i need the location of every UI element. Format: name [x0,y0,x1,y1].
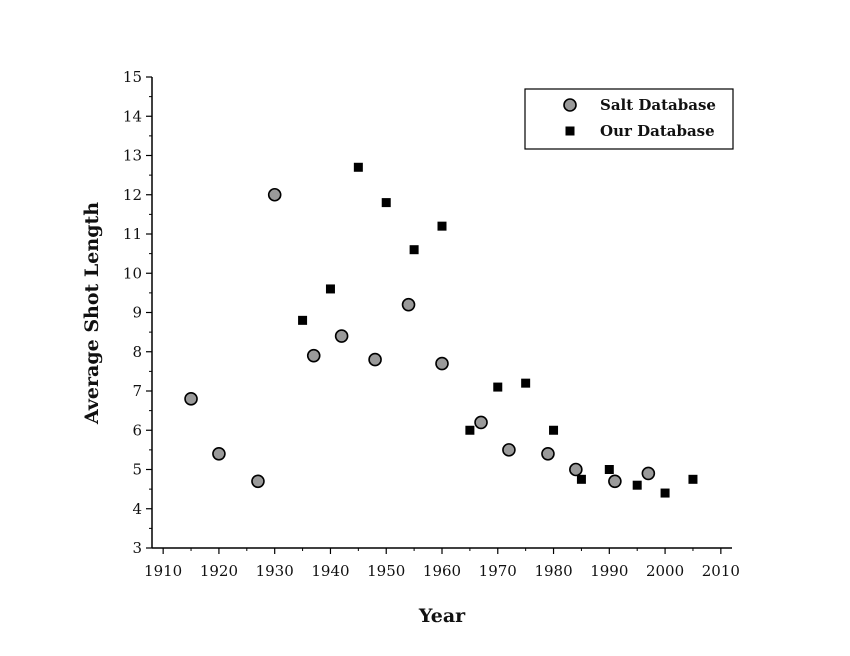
y-tick-label: 7 [132,382,142,400]
y-tick-label: 10 [123,264,142,282]
legend-label: Our Database [600,122,715,140]
our-database-point [604,465,614,474]
salt-database-point [541,446,555,461]
salt-database-point [267,187,282,202]
x-tick-label: 1970 [479,562,517,580]
x-tick-label: 1940 [311,562,349,580]
our-database-point [660,488,670,498]
y-axis-title: Average Shot Length [81,202,103,425]
legend-box [524,88,734,150]
legend-label: Salt Database [600,96,716,114]
legend: Salt Database Our Database [524,88,734,150]
salt-database-point [569,462,583,477]
y-tick-label: 11 [123,225,142,243]
our-database-point [298,315,308,325]
y-tick-label: 6 [132,421,142,439]
y-tick-label: 5 [132,461,142,479]
x-tick-label: 2010 [702,562,740,580]
y-tick-label: 3 [132,539,142,557]
salt-database-point [502,443,516,457]
x-tick-label: 1980 [534,562,572,580]
y-tick-label: 12 [123,186,142,204]
y-tick-label: 14 [123,107,142,125]
salt-database-point [608,474,622,489]
salt-database-point [641,466,656,481]
salt-database-point [184,392,198,406]
x-tick-label: 1990 [590,562,628,580]
ticks: 3 4 5 6 7 8 9 10 11 12 13 14 15 1910 1920 1930 1940 1950 1… [123,68,740,580]
y-tick-label: 15 [123,68,142,86]
salt-database-point [306,348,321,363]
legend-marker-salt-database [563,98,577,112]
our-database-point [549,425,559,435]
x-tick-label: 1920 [200,562,238,580]
x-axis-title: Year [418,605,466,627]
legend-marker-our-database [565,126,575,136]
our-database-point [521,378,531,388]
our-database-point [465,425,475,435]
y-tick-label: 4 [132,500,142,518]
salt-database-point [435,356,449,371]
y-tick-label: 13 [123,147,142,165]
our-database-point [493,382,503,392]
our-database-point [325,284,335,294]
x-tick-label: 1950 [367,562,405,580]
salt-database-point [334,329,349,343]
y-tick-label: 8 [132,343,142,361]
our-database-point [437,221,447,231]
data-points [184,162,698,498]
x-tick-label: 1960 [423,562,461,580]
salt-database-point [368,352,382,367]
x-tick-label: 1930 [256,562,294,580]
salt-database-point [474,415,488,430]
x-tick-label: 1910 [144,562,182,580]
salt-database-point [401,297,416,312]
our-database-point [576,474,586,484]
y-tick-label: 9 [132,304,142,322]
our-database-point [688,474,698,484]
our-database-point [381,198,391,208]
our-database-point [409,245,419,255]
salt-database-point [251,474,265,489]
x-tick-label: 2000 [646,562,684,580]
our-database-point [353,162,363,172]
our-database-point [632,480,642,490]
salt-database-point [212,446,226,461]
